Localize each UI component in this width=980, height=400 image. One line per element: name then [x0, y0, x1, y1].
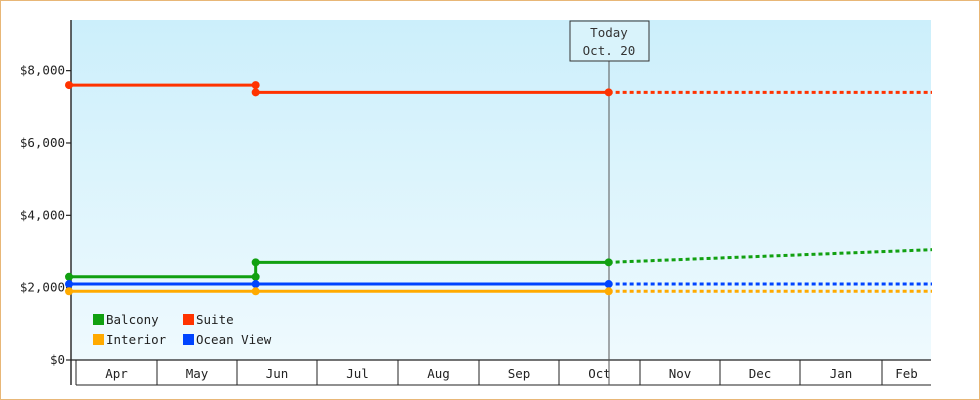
data-point-balcony	[251, 258, 260, 267]
data-point-interior	[604, 287, 613, 296]
legend: Balcony Suite Interior Ocean View	[93, 312, 272, 347]
x-tick-label: May	[186, 366, 209, 381]
x-tick-label: Jul	[346, 366, 369, 381]
legend-swatch-ocean-view	[183, 334, 194, 345]
today-callout-date: Oct. 20	[583, 43, 636, 58]
legend-swatch-balcony	[93, 314, 104, 325]
y-tick-label: $8,000	[20, 63, 65, 78]
x-tick-label: Apr	[105, 366, 128, 381]
legend-label-interior: Interior	[106, 332, 167, 347]
x-tick-label: Feb	[895, 366, 918, 381]
legend-swatch-suite	[183, 314, 194, 325]
legend-swatch-interior	[93, 334, 104, 345]
x-tick-label: Oct	[588, 366, 611, 381]
legend-label-balcony: Balcony	[106, 312, 159, 327]
today-callout: Today Oct. 20	[569, 20, 650, 62]
legend-label-ocean-view: Ocean View	[196, 332, 272, 347]
today-callout-box	[569, 20, 650, 62]
y-tick-label: $0	[50, 352, 65, 367]
data-point-ocean-view	[251, 280, 260, 289]
x-tick-label: Jun	[266, 366, 289, 381]
x-tick-label: Nov	[669, 366, 692, 381]
legend-label-suite: Suite	[196, 312, 234, 327]
x-tick-label: Jan	[830, 366, 853, 381]
data-point-suite	[251, 81, 260, 90]
data-point-suite	[604, 88, 613, 97]
x-tick-label: Sep	[508, 366, 531, 381]
data-point-suite	[251, 88, 260, 97]
x-tick-label: Dec	[749, 366, 772, 381]
plot-area	[71, 20, 931, 360]
data-point-interior	[251, 287, 260, 296]
data-point-ocean-view	[604, 280, 613, 289]
data-point-suite	[65, 81, 73, 90]
series-line-balcony	[69, 260, 609, 279]
y-tick-label: $6,000	[20, 135, 65, 150]
data-point-interior	[65, 287, 73, 296]
series-forecast-balcony	[608, 248, 933, 264]
x-tick-label: Aug	[427, 366, 450, 381]
today-callout-title: Today	[590, 25, 628, 40]
data-point-ocean-view	[65, 280, 73, 289]
y-tick-label: $4,000	[20, 207, 65, 222]
data-point-balcony	[604, 258, 613, 267]
y-tick-label: $2,000	[20, 280, 65, 295]
data-point-balcony	[65, 272, 73, 281]
data-point-balcony	[251, 272, 260, 281]
